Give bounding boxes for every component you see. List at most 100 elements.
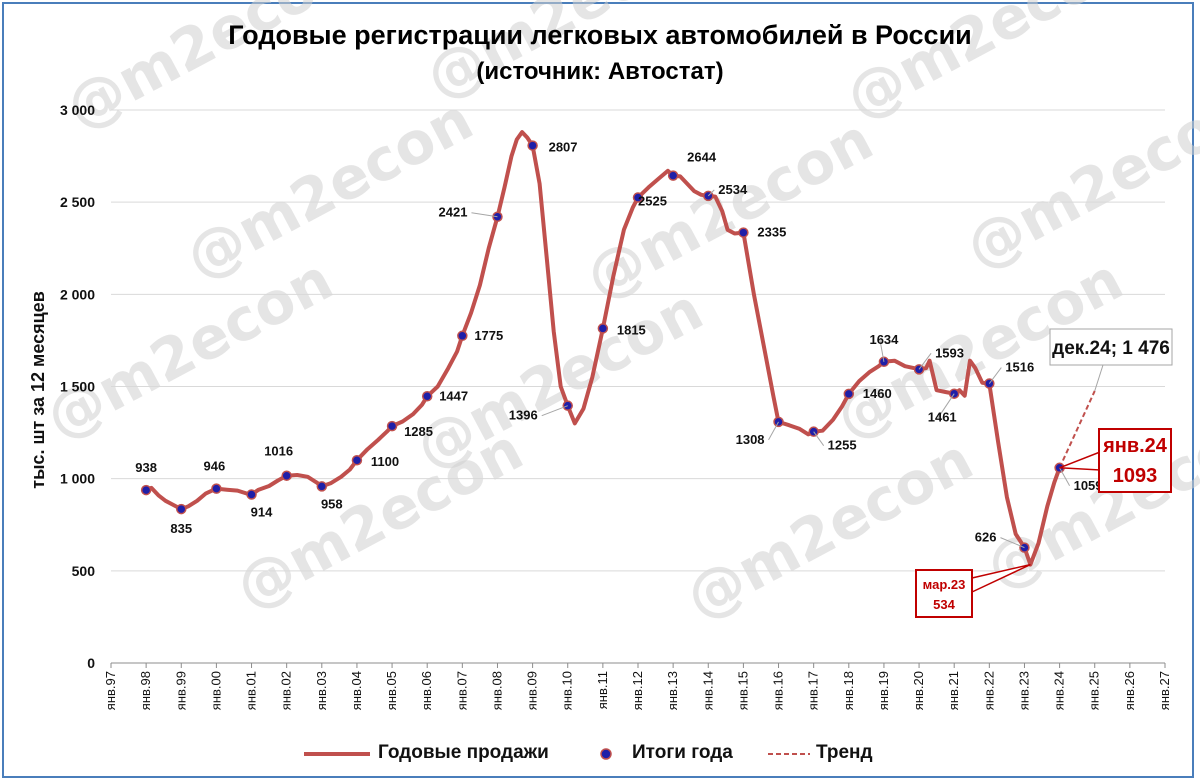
y-tick-label: 0 [87,655,95,671]
callout-text-mar23-month: мар.23 [923,577,966,592]
year-marker [246,489,257,500]
data-label: 1461 [928,410,957,425]
annotations: дек.24; 1 476 янв.24 1093 мар.23 534 [915,328,1173,618]
data-label: 1100 [371,454,399,469]
x-tick-label: янв.21 [946,671,961,710]
year-marker [421,391,433,402]
y-tick-label: 2 000 [60,286,95,302]
data-label: 1634 [869,332,899,347]
callout-pointer-jan24 [1059,450,1101,471]
x-tick-label: янв.98 [138,671,153,710]
x-tick-label: янв.09 [525,671,540,710]
label-leader [937,393,955,418]
year-marker [597,323,609,334]
data-label: 1396 [509,408,538,423]
data-label: 626 [975,530,997,545]
legend-trend-label: Тренд [816,742,873,763]
data-label: 946 [204,459,226,474]
x-tick-label: янв.97 [103,671,118,710]
x-tick-label: янв.12 [630,671,645,710]
watermark-text: @m2econ [955,75,1200,282]
data-label: 2421 [439,205,468,220]
x-tick-label: янв.05 [384,671,399,710]
data-label: 2534 [718,182,748,197]
label-leader [471,212,498,218]
label-leader [1000,537,1025,549]
callout-text-dec24: дек.24; 1 476 [1052,338,1170,359]
watermark-text: @m2econ [415,0,724,112]
chart-title: Годовые регистрации легковых автомобилей… [228,20,972,50]
x-tick-label: янв.16 [771,671,786,710]
year-marker [386,420,398,432]
year-marker [176,503,187,515]
year-marker [140,484,152,496]
data-label: 1775 [474,328,503,343]
x-tick-label: янв.18 [841,671,856,710]
year-marker [632,192,644,203]
legend-marker-swatch [600,748,612,760]
y-tick-label: 500 [72,563,96,579]
callout-text-mar23-value: 534 [933,597,955,612]
data-labels: 938 835 946 914 1016 958 1100 1285 1447 1775 2421 2… [135,140,1109,553]
x-tick-label: янв.14 [700,671,715,710]
label-leader [707,189,715,197]
x-tick-label: янв.22 [981,671,996,710]
year-marker [738,227,749,238]
y-axis-label: тыс. шт за 12 месяцев [28,291,48,489]
sales-line [144,130,1062,567]
label-leader [1059,467,1071,487]
label-leader [918,353,932,370]
x-tick-label: янв.26 [1122,671,1137,710]
year-marker [457,330,468,342]
y-tick-label: 2 500 [60,194,95,210]
x-tick-label: янв.99 [173,671,188,710]
label-leader [541,405,568,417]
x-tick-label: янв.10 [560,671,575,710]
data-label: 1447 [439,388,468,403]
legend-year-label: Итоги года [632,742,733,763]
x-tick-label: янв.01 [244,671,259,710]
data-label: 835 [170,521,192,536]
axes: 0 500 1 000 1 500 2 000 2 500 3 000 янв.97 янв.9… [60,102,1172,710]
data-label: 958 [321,496,343,511]
label-leader [879,339,885,362]
data-label: 2807 [549,140,578,155]
x-tick-label: янв.11 [595,671,610,709]
watermark-text: @m2econ [575,105,884,312]
watermark-layer: @m2econ @m2econ @m2econ@m2econ @m2econ @m2ec… [35,0,1200,632]
data-label: 1815 [617,322,646,337]
year-marker [281,470,292,481]
callout-leader [1094,364,1104,392]
data-label: 938 [135,460,157,475]
callout-box-jan24 [1098,428,1172,493]
data-label: 914 [251,505,273,520]
year-marker [316,481,328,492]
legend-line-swatch [304,752,370,756]
callout-text-jan24-month: янв.24 [1102,435,1168,457]
x-tick-label: янв.15 [735,671,750,710]
y-tick-label: 3 000 [60,102,95,118]
callout-box-dec24 [1049,328,1173,366]
year-marker [667,170,679,181]
y-tick-label: 1 500 [60,379,95,395]
legend-trend-swatch [768,753,810,755]
watermark-text: @m2econ [35,245,344,452]
x-tick-label: янв.06 [419,671,434,710]
x-tick-label: янв.00 [208,671,223,710]
data-label: 1593 [935,345,964,360]
legend-sales-label: Годовые продажи [378,742,549,763]
x-tick-label: янв.25 [1087,671,1102,710]
x-tick-label: янв.04 [349,671,364,710]
x-tick-label: янв.17 [806,671,821,710]
x-tick-label: янв.20 [911,671,926,710]
data-label: 1308 [736,432,765,447]
year-marker [211,483,222,494]
x-tick-label: янв.08 [489,671,504,710]
data-label: 1516 [1005,360,1034,375]
year-marker [843,388,855,400]
data-label: 2644 [687,150,717,165]
year-marker [527,140,538,151]
x-tick-label: янв.13 [665,671,680,710]
